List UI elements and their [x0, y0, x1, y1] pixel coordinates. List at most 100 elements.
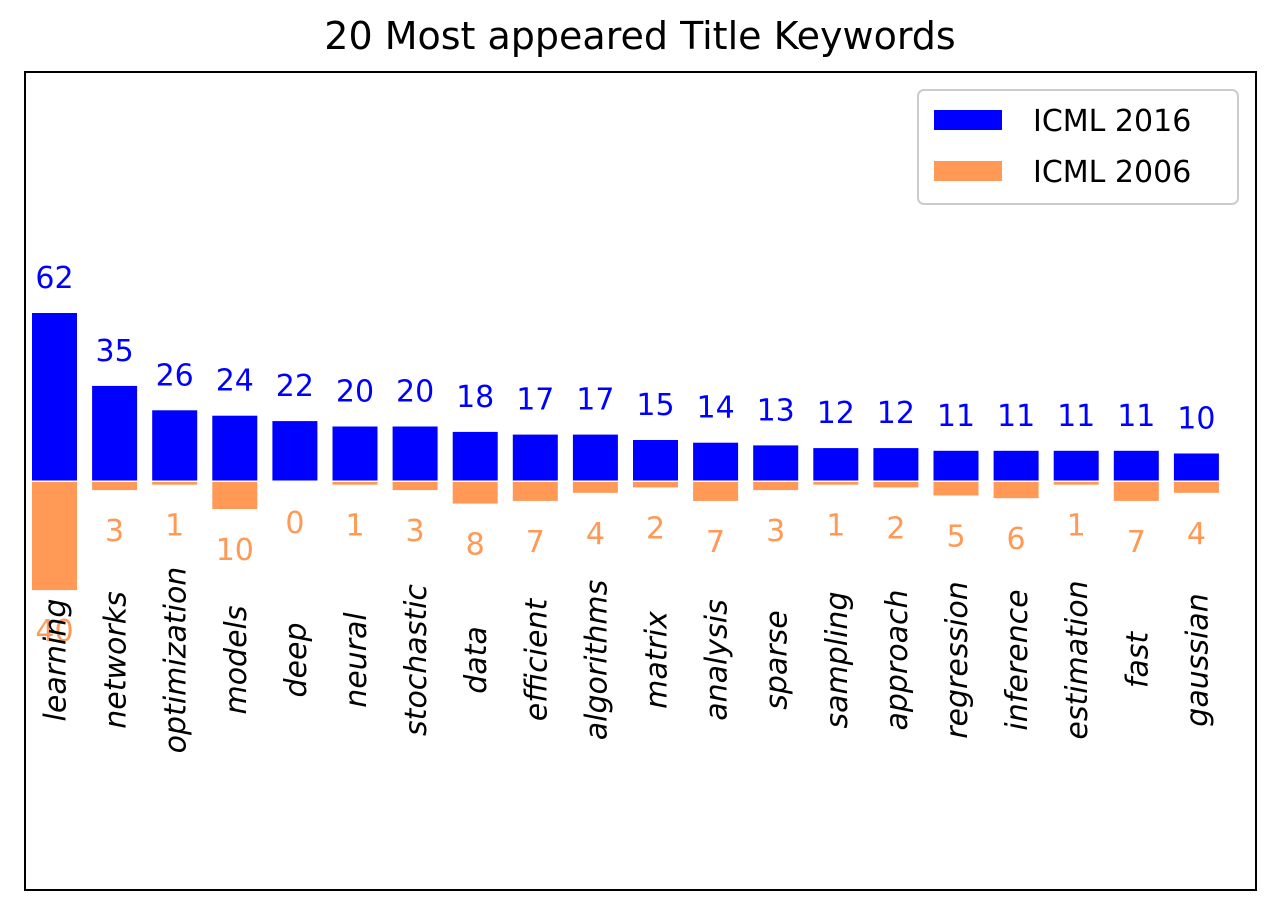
value-label-icml-2016-deep: 22 [276, 369, 314, 404]
value-label-icml-2006-fast: 7 [1127, 525, 1146, 560]
value-label-icml-2006-deep: 0 [285, 506, 304, 541]
value-label-icml-2006-optimization: 1 [165, 509, 184, 544]
value-label-icml-2016-networks: 35 [96, 334, 134, 369]
bar-icml-2006-models [212, 482, 258, 509]
value-label-icml-2006-networks: 3 [105, 514, 124, 549]
category-label-efficient: efficient [519, 598, 554, 722]
bar-icml-2016-fast [1113, 450, 1159, 481]
category-label-deep: deep [279, 623, 314, 698]
legend-label-icml-2006: ICML 2006 [1033, 155, 1191, 190]
category-label-neural: neural [339, 612, 374, 708]
value-label-icml-2016-regression: 11 [937, 399, 975, 434]
value-label-icml-2016-neural: 20 [336, 375, 374, 410]
category-label-networks: networks [99, 591, 134, 728]
bar-icml-2016-optimization [152, 410, 198, 481]
legend-label-icml-2016: ICML 2016 [1033, 104, 1191, 139]
category-label-estimation: estimation [1060, 580, 1095, 739]
value-label-icml-2016-matrix: 15 [636, 388, 674, 423]
value-label-icml-2016-estimation: 11 [1057, 399, 1095, 434]
legend: ICML 2016 ICML 2006 [917, 89, 1239, 205]
bar-icml-2016-data [452, 431, 498, 481]
bar-icml-2006-estimation [1053, 482, 1099, 485]
value-label-icml-2006-neural: 1 [345, 509, 364, 544]
value-label-icml-2006-regression: 5 [946, 520, 965, 555]
bar-icml-2016-gaussian [1173, 453, 1219, 481]
value-label-icml-2006-approach: 2 [886, 511, 905, 546]
bar-icml-2006-neural [332, 482, 378, 485]
bar-icml-2006-optimization [152, 482, 198, 485]
value-label-icml-2016-stochastic: 20 [396, 375, 434, 410]
bar-icml-2016-efficient [512, 434, 558, 481]
category-label-fast: fast [1120, 631, 1155, 689]
bar-icml-2006-approach [873, 482, 919, 488]
category-label-models: models [219, 605, 254, 714]
category-label-learning: learning [39, 599, 74, 722]
value-label-icml-2006-estimation: 1 [1067, 509, 1086, 544]
bar-icml-2016-models [212, 415, 258, 481]
category-label-algorithms: algorithms [579, 580, 614, 740]
value-label-icml-2016-analysis: 14 [697, 391, 735, 426]
legend-swatch-icml-2016 [934, 110, 1002, 130]
category-label-sparse: sparse [760, 610, 795, 709]
value-label-icml-2006-sampling: 1 [826, 509, 845, 544]
value-label-icml-2016-efficient: 17 [516, 383, 554, 418]
bar-icml-2016-neural [332, 426, 378, 481]
value-label-icml-2016-fast: 11 [1117, 399, 1155, 434]
bar-icml-2016-approach [873, 448, 919, 481]
value-label-icml-2006-learning: 40 [35, 614, 73, 649]
labels-layer: 6240learning353networks261optimization24… [35, 261, 1215, 753]
bar-icml-2006-learning [32, 482, 77, 591]
value-label-icml-2016-algorithms: 17 [576, 383, 614, 418]
value-label-icml-2006-algorithms: 4 [586, 517, 605, 552]
category-label-analysis: analysis [700, 599, 735, 720]
category-label-regression: regression [940, 581, 975, 739]
bar-icml-2006-regression [933, 482, 979, 496]
bar-icml-2006-stochastic [392, 482, 438, 491]
bar-icml-2016-networks [92, 385, 138, 481]
value-label-icml-2006-models: 10 [216, 533, 254, 568]
category-label-optimization: optimization [159, 567, 194, 754]
chart-title: 20 Most appeared Title Keywords [324, 14, 956, 58]
category-label-sampling: sampling [820, 591, 855, 728]
bar-icml-2016-algorithms [572, 434, 618, 481]
value-label-icml-2006-data: 8 [466, 528, 485, 563]
bar-icml-2016-estimation [1053, 450, 1099, 481]
bar-icml-2016-regression [933, 450, 979, 481]
bar-icml-2006-algorithms [572, 482, 618, 493]
value-label-icml-2016-gaussian: 10 [1177, 402, 1215, 437]
value-label-icml-2006-stochastic: 3 [406, 514, 425, 549]
value-label-icml-2006-inference: 6 [1007, 522, 1026, 557]
bar-icml-2006-networks [92, 482, 138, 491]
value-label-icml-2006-analysis: 7 [706, 525, 725, 560]
value-label-icml-2016-inference: 11 [997, 399, 1035, 434]
bar-icml-2016-deep [272, 421, 318, 481]
value-label-icml-2016-sampling: 12 [817, 396, 855, 431]
bar-icml-2016-stochastic [392, 426, 438, 481]
legend-swatch-icml-2006 [934, 161, 1002, 181]
value-label-icml-2016-approach: 12 [877, 396, 915, 431]
bar-icml-2016-inference [993, 450, 1039, 481]
bar-icml-2016-sparse [753, 445, 799, 481]
bar-icml-2006-analysis [693, 482, 739, 501]
bar-icml-2006-gaussian [1173, 482, 1219, 493]
bar-icml-2006-sampling [813, 482, 859, 485]
category-label-matrix: matrix [640, 611, 675, 709]
value-label-icml-2016-sparse: 13 [757, 393, 795, 428]
bar-icml-2016-sampling [813, 448, 859, 481]
value-label-icml-2006-gaussian: 4 [1187, 517, 1206, 552]
value-label-icml-2006-efficient: 7 [526, 525, 545, 560]
bar-icml-2006-matrix [633, 482, 678, 488]
value-label-icml-2016-learning: 62 [35, 261, 73, 296]
bar-icml-2006-sparse [753, 482, 799, 491]
value-label-icml-2016-optimization: 26 [156, 358, 194, 393]
bars-layer [32, 313, 1219, 591]
plot-frame [24, 71, 1257, 891]
bar-icml-2016-matrix [633, 440, 678, 481]
bar-icml-2006-data [452, 482, 498, 504]
category-label-gaussian: gaussian [1180, 593, 1215, 726]
bar-icml-2006-inference [993, 482, 1039, 499]
bar-icml-2016-learning [32, 313, 77, 481]
bar-icml-2006-efficient [512, 482, 558, 501]
value-label-icml-2016-data: 18 [456, 380, 494, 415]
